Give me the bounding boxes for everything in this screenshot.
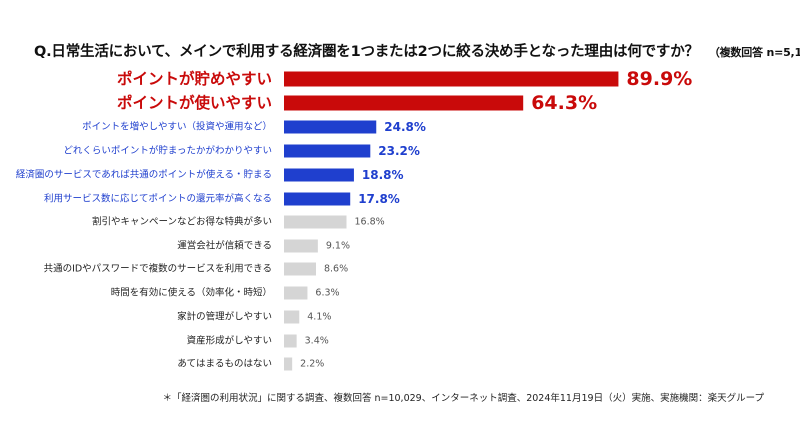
value-label: 8.6% bbox=[324, 264, 348, 275]
bar bbox=[284, 144, 371, 158]
bar bbox=[284, 192, 351, 206]
bar bbox=[284, 168, 354, 182]
category-label: ポイントが貯めやすい bbox=[117, 69, 272, 88]
bar bbox=[284, 120, 377, 134]
category-label: あてはまるものはない bbox=[177, 359, 272, 370]
value-label: 24.8% bbox=[384, 120, 426, 134]
category-label: 運営会社が信頼できる bbox=[177, 240, 272, 252]
value-label: 23.2% bbox=[378, 144, 420, 158]
bar bbox=[284, 71, 619, 87]
question-text: Q.日常生活において、メインで利用する経済圏を1つまたは2つに絞る決め手となった… bbox=[34, 44, 699, 60]
value-label: 2.2% bbox=[300, 359, 324, 370]
category-label: 割引やキャンペーンなどお得な特典が多い bbox=[92, 216, 272, 228]
bar bbox=[284, 286, 308, 300]
bar bbox=[284, 239, 318, 253]
category-label: 資産形成がしやすい bbox=[187, 335, 272, 347]
value-label: 17.8% bbox=[358, 192, 400, 206]
category-label: ポイントが使いやすい bbox=[117, 93, 272, 112]
value-label: 6.3% bbox=[315, 288, 339, 299]
bar bbox=[284, 310, 300, 324]
value-label: 89.9% bbox=[626, 68, 692, 90]
value-label: 16.8% bbox=[354, 217, 384, 228]
sample-size-note: （複数回答 n=5,159） bbox=[708, 46, 800, 59]
value-label: 18.8% bbox=[362, 168, 404, 182]
bar bbox=[284, 334, 297, 348]
bar bbox=[284, 262, 316, 276]
category-label: 利用サービス数に応じてポイントの還元率が高くなる bbox=[44, 193, 272, 205]
value-label: 9.1% bbox=[326, 241, 350, 252]
category-label: 家計の管理がしやすい bbox=[177, 311, 272, 323]
category-label: 経済圏のサービスであれば共通のポイントが使える・貯まる bbox=[16, 169, 272, 181]
category-label: ポイントを増やしやすい（投資や運用など） bbox=[82, 121, 272, 133]
survey-footnote: ＊「経済圏の利用状況」に関する調査、複数回答 n=10,029、インターネット調… bbox=[162, 393, 764, 404]
bar bbox=[284, 215, 347, 229]
chart-title: Q.日常生活において、メインで利用する経済圏を1つまたは2つに絞る決め手となった… bbox=[34, 40, 800, 61]
category-label: 共通のIDやパスワードで複数のサービスを利用できる bbox=[44, 263, 272, 275]
bar bbox=[284, 95, 524, 111]
category-label: 時間を有効に使える（効率化・時短） bbox=[111, 287, 272, 299]
value-label: 64.3% bbox=[531, 92, 597, 114]
bar bbox=[284, 357, 293, 371]
category-label: どれくらいポイントが貯まったかがわかりやすい bbox=[63, 145, 272, 157]
value-label: 3.4% bbox=[305, 336, 329, 347]
value-label: 4.1% bbox=[307, 312, 331, 323]
